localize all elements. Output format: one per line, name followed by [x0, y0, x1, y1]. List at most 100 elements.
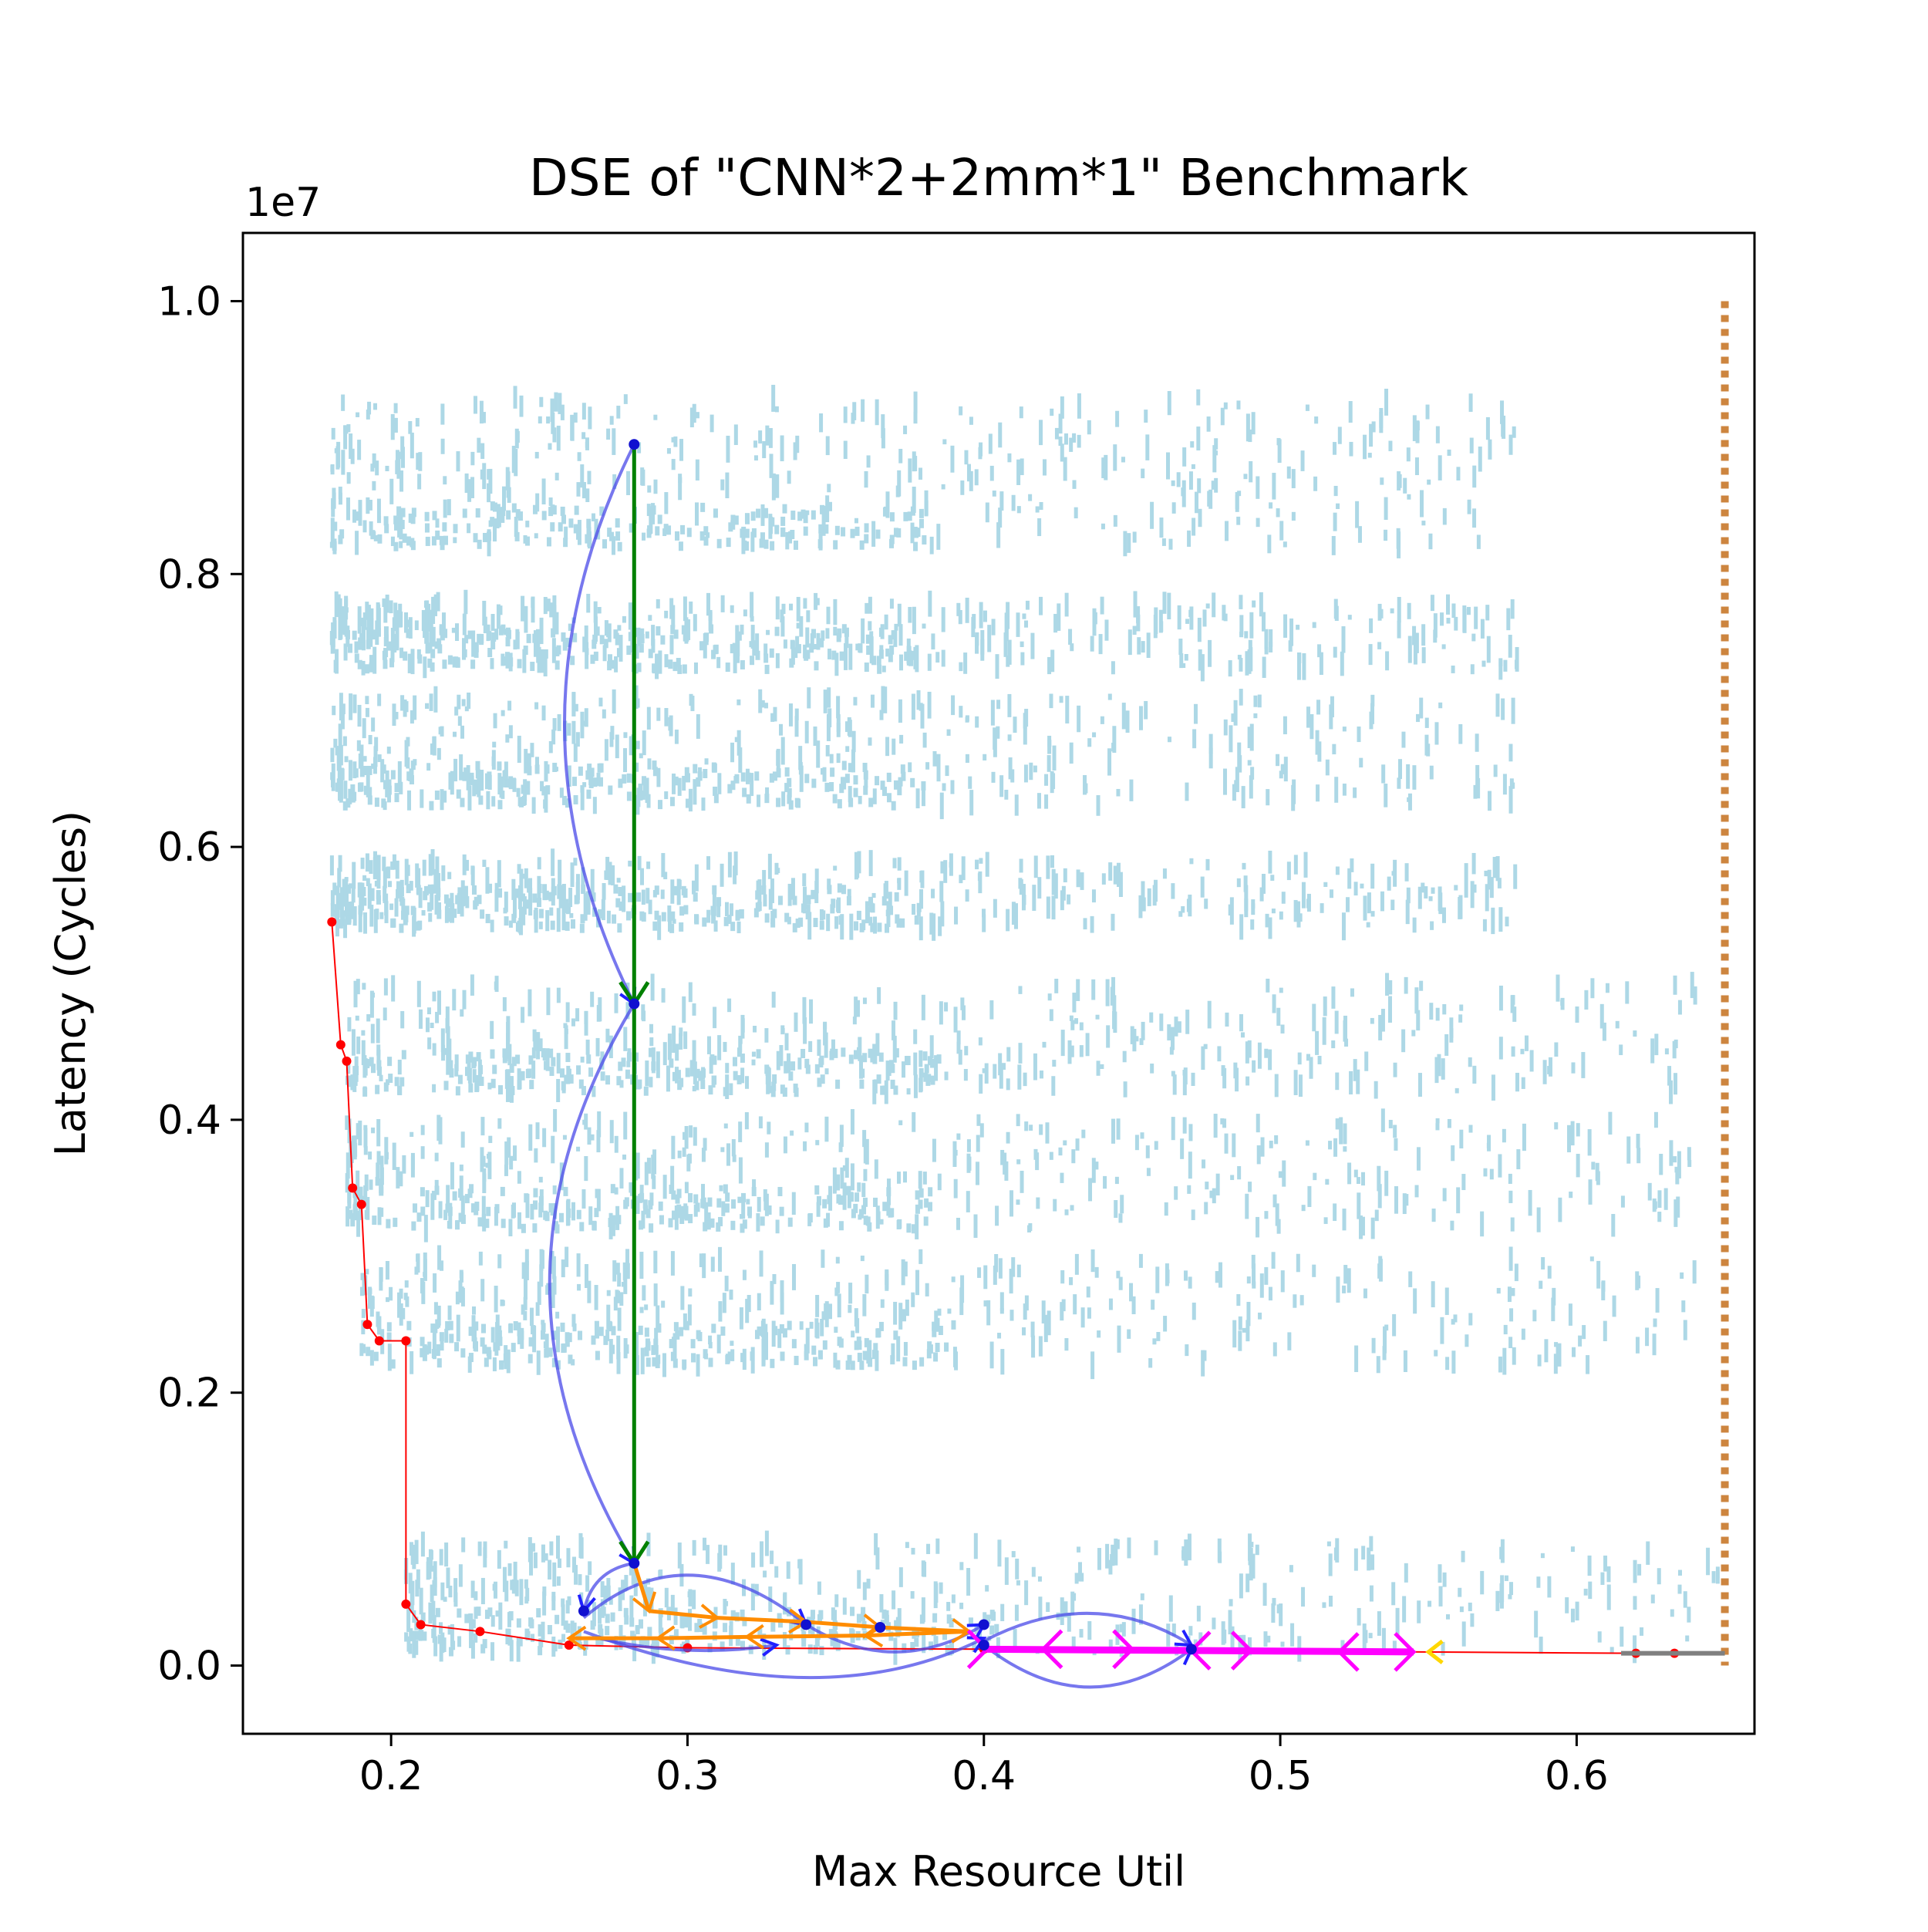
- design-point: [535, 1122, 540, 1140]
- design-point: [1118, 1213, 1123, 1223]
- design-point: [443, 535, 448, 545]
- design-point: [571, 777, 577, 787]
- design-point: [865, 901, 869, 924]
- design-point: [1185, 619, 1190, 624]
- design-point: [683, 905, 689, 915]
- design-point: [1028, 494, 1033, 501]
- design-point: [1612, 1295, 1616, 1317]
- design-point: [1370, 1554, 1375, 1570]
- design-point: [684, 1320, 689, 1330]
- design-point: [346, 884, 352, 894]
- design-point: [522, 649, 527, 673]
- design-point: [385, 787, 390, 797]
- design-point: [1087, 420, 1091, 435]
- design-point: [862, 1053, 868, 1063]
- design-point: [946, 729, 951, 736]
- design-point: [815, 598, 820, 605]
- blue-marker: [978, 1640, 989, 1651]
- design-point: [1683, 1591, 1687, 1608]
- design-point: [409, 768, 414, 778]
- design-point: [434, 1179, 439, 1186]
- design-point: [1339, 1117, 1343, 1145]
- design-point: [688, 1192, 693, 1202]
- design-point: [1290, 1623, 1295, 1647]
- design-point: [913, 646, 918, 669]
- design-point: [382, 764, 386, 774]
- design-point: [1200, 654, 1205, 682]
- design-point: [1588, 1581, 1593, 1600]
- design-point: [420, 1278, 424, 1294]
- design-point: [1333, 485, 1338, 497]
- design-point: [394, 783, 399, 793]
- design-point: [386, 641, 392, 651]
- design-point: [421, 609, 426, 632]
- design-point: [708, 1341, 713, 1349]
- design-point: [843, 440, 848, 460]
- design-point: [764, 1142, 769, 1158]
- design-point: [480, 443, 485, 459]
- design-point: [487, 1082, 492, 1090]
- design-point: [605, 1075, 611, 1085]
- design-point: [911, 693, 915, 720]
- design-point: [410, 760, 416, 770]
- design-point: [1076, 869, 1080, 888]
- design-point: [392, 1142, 396, 1170]
- design-point: [712, 1055, 717, 1065]
- design-point: [851, 730, 856, 753]
- design-point: [982, 1068, 986, 1074]
- design-point: [664, 791, 669, 800]
- design-point: [959, 875, 963, 884]
- design-point: [434, 791, 440, 801]
- design-point: [503, 907, 507, 914]
- design-point: [1279, 987, 1283, 993]
- design-point: [1127, 629, 1132, 656]
- design-point: [571, 693, 576, 716]
- design-point: [989, 465, 994, 481]
- design-point: [1050, 649, 1055, 673]
- design-point: [440, 403, 445, 425]
- design-point: [457, 1608, 462, 1618]
- design-point: [793, 442, 797, 460]
- design-point: [1205, 603, 1210, 609]
- design-point: [384, 1151, 389, 1160]
- design-point: [971, 616, 976, 638]
- design-point: [493, 1342, 498, 1352]
- design-point: [721, 1201, 726, 1216]
- design-point: [427, 902, 433, 912]
- design-point: [385, 1260, 389, 1280]
- design-point: [1016, 1114, 1020, 1127]
- design-point: [542, 1586, 547, 1597]
- design-point: [689, 407, 694, 428]
- design-point: [804, 1058, 810, 1068]
- design-point: [699, 641, 705, 651]
- design-point: [1435, 426, 1440, 443]
- design-point: [1011, 1257, 1016, 1277]
- design-point: [1105, 979, 1110, 1006]
- design-point: [740, 772, 746, 782]
- design-point: [432, 1580, 436, 1586]
- design-point: [675, 531, 680, 541]
- design-point: [443, 1081, 449, 1091]
- design-point: [1645, 1327, 1650, 1347]
- design-point: [521, 795, 527, 805]
- design-point: [1063, 868, 1067, 883]
- design-point: [799, 1321, 804, 1330]
- design-point: [436, 909, 442, 919]
- design-point: [1113, 444, 1117, 471]
- design-point: [837, 628, 842, 638]
- design-point: [460, 1131, 465, 1148]
- design-point: [1251, 899, 1256, 915]
- design-point: [646, 1532, 651, 1556]
- blue-markers-layer: [578, 439, 1197, 1655]
- blue-marker: [801, 1619, 812, 1630]
- design-point: [1353, 787, 1357, 798]
- pareto-point: [416, 1620, 426, 1630]
- design-point: [521, 784, 526, 794]
- design-point: [1171, 1117, 1175, 1141]
- design-point: [1187, 1185, 1192, 1194]
- design-point: [568, 888, 573, 908]
- design-point: [740, 1223, 745, 1233]
- design-point: [509, 1155, 514, 1170]
- design-point: [1438, 886, 1442, 912]
- design-point: [1683, 1320, 1687, 1340]
